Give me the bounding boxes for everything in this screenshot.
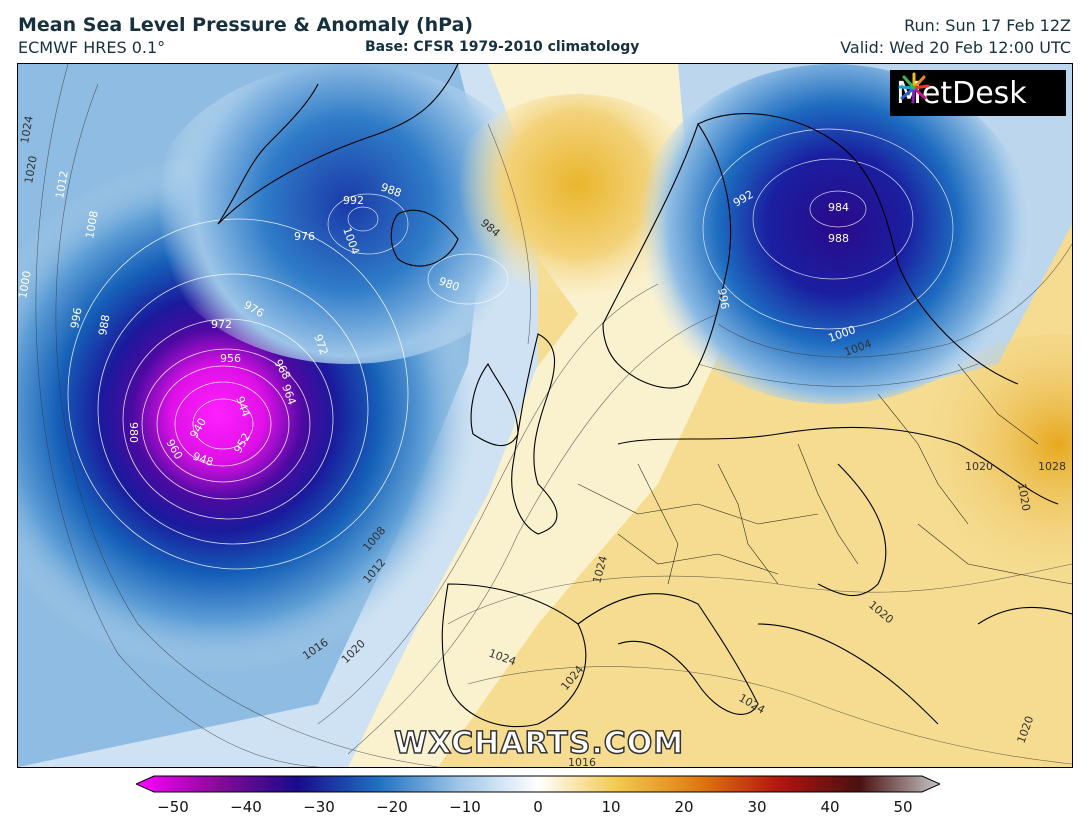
anomaly-colorbar bbox=[136, 775, 940, 793]
low-scandinavia bbox=[633, 64, 1033, 404]
contour-label: 1012 bbox=[53, 170, 71, 200]
isobars-outer bbox=[35, 64, 1072, 767]
pressure-anomaly-map: 1024 1020 1012 1000 1008 996 988 980 976… bbox=[17, 63, 1073, 768]
contour-label: 1020 bbox=[1015, 482, 1033, 512]
colorbar-tick: 10 bbox=[601, 798, 621, 816]
contour-label: 984 bbox=[828, 201, 849, 214]
colorbar-gradient bbox=[136, 775, 940, 793]
colorbar-tick: 50 bbox=[893, 798, 913, 816]
run-time-label: Run: Sun 17 Feb 12Z bbox=[904, 16, 1071, 35]
isobars-low-atlantic bbox=[67, 218, 409, 570]
colorbar-tick: −30 bbox=[303, 798, 335, 816]
chart-title: Mean Sea Level Pressure & Anomaly (hPa) bbox=[18, 14, 474, 36]
isobars-scandinavia-low bbox=[327, 128, 954, 330]
metdesk-logo: MetDesk bbox=[890, 70, 1066, 116]
contour-label: 1024 bbox=[18, 115, 36, 145]
contour-label: 988 bbox=[828, 232, 849, 245]
colorbar-tick: 40 bbox=[820, 798, 840, 816]
contour-label: 976 bbox=[294, 230, 315, 243]
contour-label: 992 bbox=[343, 194, 364, 207]
contour-label: 956 bbox=[220, 352, 241, 365]
coastlines bbox=[217, 64, 1072, 728]
contour-label: 972 bbox=[211, 318, 232, 331]
metdesk-burst-icon bbox=[898, 72, 930, 104]
country-borders bbox=[577, 363, 1072, 585]
contour-label: 988 bbox=[96, 314, 112, 337]
colorbar-tick: −40 bbox=[230, 798, 262, 816]
colorbar-tick: 30 bbox=[747, 798, 767, 816]
contour-label: 1000 bbox=[18, 270, 34, 300]
wxcharts-watermark: WXCHARTS.COM bbox=[393, 725, 685, 762]
model-label: ECMWF HRES 0.1° bbox=[18, 38, 166, 57]
contour-label: 1020 bbox=[22, 155, 40, 185]
colorbar-tick: −10 bbox=[449, 798, 481, 816]
contour-label: 1016 bbox=[568, 756, 596, 767]
colorbar-tick: 20 bbox=[674, 798, 694, 816]
colorbar-tick: −20 bbox=[376, 798, 408, 816]
contour-label: 996 bbox=[68, 307, 84, 330]
low-iceland bbox=[148, 64, 548, 364]
high-russia bbox=[908, 334, 1072, 574]
contour-label: 996 bbox=[715, 287, 731, 310]
colorbar-tick: −50 bbox=[157, 798, 189, 816]
contour-label: 1028 bbox=[1038, 460, 1066, 473]
climatology-base-label: Base: CFSR 1979-2010 climatology bbox=[365, 39, 640, 55]
contour-label: 1020 bbox=[965, 460, 993, 473]
contour-label: 980 bbox=[127, 422, 140, 443]
valid-time-label: Valid: Wed 20 Feb 12:00 UTC bbox=[840, 38, 1071, 57]
map-canvas: 1024 1020 1012 1000 1008 996 988 980 976… bbox=[18, 64, 1072, 767]
colorbar-tick: 0 bbox=[533, 798, 543, 816]
contour-label: 1008 bbox=[83, 210, 101, 240]
